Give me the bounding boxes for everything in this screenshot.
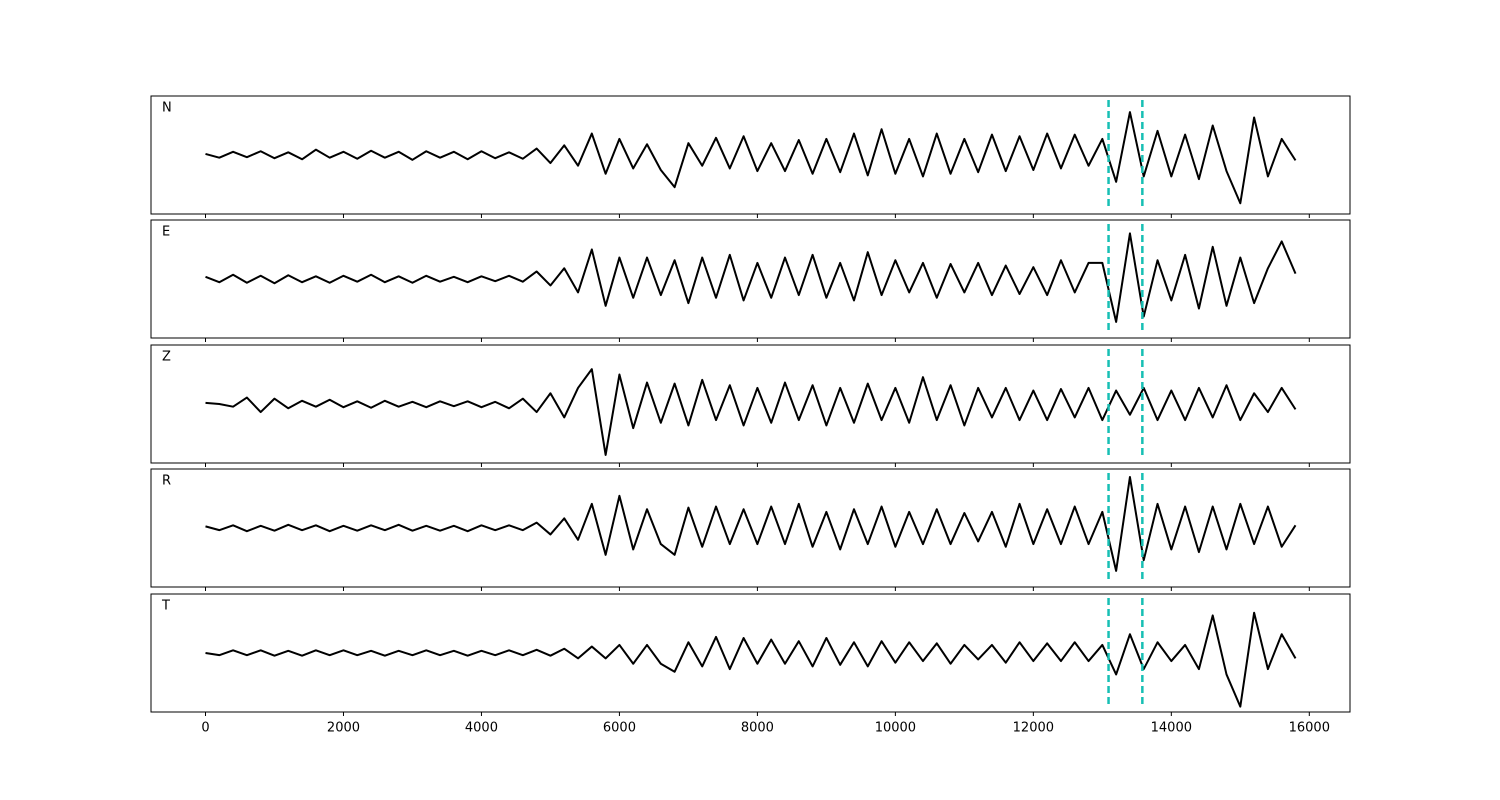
trace [205, 611, 1297, 708]
panel-label: N [162, 101, 172, 116]
panel-label: T [161, 599, 170, 614]
trace [205, 368, 1297, 456]
x-tick-label: 6000 [603, 721, 636, 736]
panel-frame [150, 468, 1351, 588]
x-tick-label: 16000 [1289, 721, 1330, 736]
x-tick-label: 0 [201, 721, 209, 736]
trace [205, 476, 1297, 572]
x-tick-label: 2000 [327, 721, 360, 736]
panel-label: E [162, 225, 170, 240]
panel-frame [150, 593, 1351, 713]
trace [205, 111, 1297, 205]
panel-frame [150, 95, 1351, 215]
panel-frame [150, 344, 1351, 464]
x-tick-label: 10000 [875, 721, 916, 736]
trace [205, 232, 1297, 323]
panel-label: Z [162, 350, 171, 365]
x-tick-label: 14000 [1151, 721, 1192, 736]
x-tick-label: 8000 [741, 721, 774, 736]
panel-label: R [162, 474, 171, 489]
x-tick-label: 12000 [1013, 721, 1054, 736]
x-tick-label: 4000 [465, 721, 498, 736]
panel-frame [150, 219, 1351, 339]
